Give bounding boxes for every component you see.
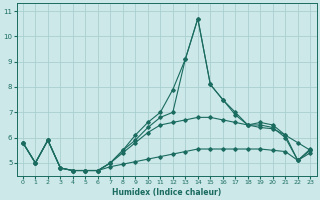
X-axis label: Humidex (Indice chaleur): Humidex (Indice chaleur) xyxy=(112,188,221,197)
